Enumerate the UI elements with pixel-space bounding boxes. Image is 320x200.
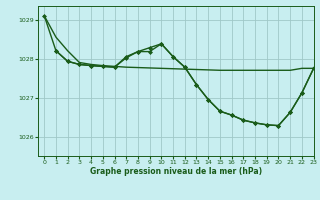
X-axis label: Graphe pression niveau de la mer (hPa): Graphe pression niveau de la mer (hPa) [90,167,262,176]
